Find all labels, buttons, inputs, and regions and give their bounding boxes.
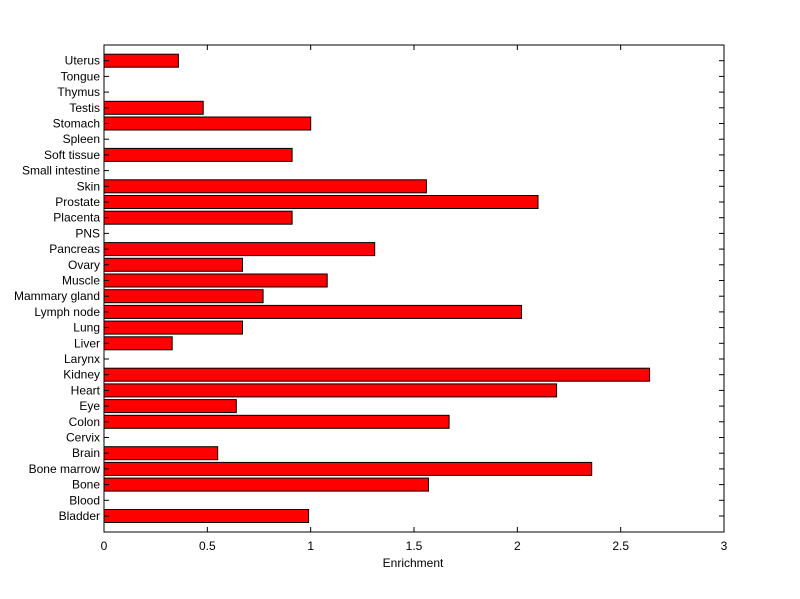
- bar: [103, 100, 204, 115]
- y-tick-label: Eye: [79, 399, 100, 413]
- bar: [103, 399, 237, 414]
- y-tick-label: Heart: [71, 383, 101, 397]
- bar: [103, 289, 264, 304]
- y-tick-label: Blood: [69, 493, 100, 507]
- bar: [103, 461, 593, 476]
- y-tick-label: Bone marrow: [29, 462, 101, 476]
- y-tick-label: Bladder: [59, 509, 100, 523]
- bar: [103, 273, 328, 288]
- x-tick-label: 3: [721, 539, 728, 553]
- y-tick-label: Pancreas: [49, 242, 100, 256]
- x-tick-labels: 0 0.5 1 1.5 2 2.5 3: [101, 539, 728, 553]
- y-tick-label: Brain: [72, 446, 100, 460]
- y-tick-label: Thymus: [57, 85, 100, 99]
- y-tick-label: Placenta: [53, 211, 100, 225]
- x-tick-label: 2.5: [612, 539, 629, 553]
- y-tick-label: Small intestine: [22, 164, 100, 178]
- y-tick-label: Soft tissue: [44, 148, 100, 162]
- bar: [103, 446, 219, 461]
- bar: [103, 383, 558, 398]
- y-tick-label: Spleen: [63, 132, 100, 146]
- y-tick-label: Stomach: [53, 117, 100, 131]
- x-tick-label: 1: [307, 539, 314, 553]
- y-tick-label: Larynx: [64, 352, 100, 366]
- y-tick-label: Tongue: [61, 69, 101, 83]
- plot-frame: [103, 44, 725, 533]
- y-tick-label: Cervix: [66, 431, 100, 445]
- x-tick-label: 0: [101, 539, 108, 553]
- bar: [103, 367, 651, 382]
- y-tick-label: Uterus: [65, 54, 100, 68]
- y-tick-label: Muscle: [62, 274, 100, 288]
- x-tick-label: 2: [514, 539, 521, 553]
- y-tick-label: Colon: [69, 415, 100, 429]
- bar: [103, 210, 293, 225]
- bar: [103, 257, 243, 272]
- y-tick-label: Kidney: [63, 368, 100, 382]
- bar: [103, 336, 173, 351]
- y-tick-label: Bone: [72, 478, 100, 492]
- y-tick-label: Testis: [69, 101, 100, 115]
- bar: [103, 509, 310, 523]
- x-tick-label: 1.5: [406, 539, 423, 553]
- y-tick-label: Lymph node: [34, 305, 100, 319]
- y-tick-label: PNS: [75, 226, 100, 240]
- bar: [103, 195, 539, 209]
- bar: [103, 53, 179, 68]
- y-tick-label: Mammary gland: [14, 289, 100, 303]
- bar: [103, 414, 450, 429]
- bar: [103, 179, 427, 194]
- bar: [103, 116, 312, 131]
- x-axis-label: Enrichment: [383, 556, 444, 570]
- y-tick-label: Lung: [73, 321, 100, 335]
- x-tick-label: 0.5: [199, 539, 216, 553]
- bar: [103, 304, 522, 319]
- bar: [103, 242, 376, 257]
- y-tick-label: Liver: [74, 336, 100, 350]
- y-tick-label: Skin: [77, 179, 100, 193]
- bar: [103, 147, 293, 162]
- bar: [103, 477, 429, 492]
- bar: [103, 320, 243, 335]
- y-tick-label: Prostate: [55, 195, 100, 209]
- y-tick-label: Ovary: [68, 258, 100, 272]
